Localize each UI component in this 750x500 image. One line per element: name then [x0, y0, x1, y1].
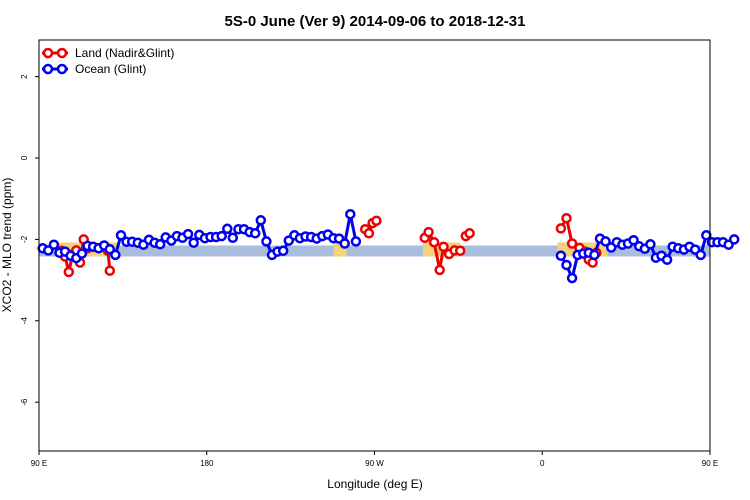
- ocean-point: [728, 234, 740, 245]
- chart-title: 5S-0 June (Ver 9) 2014-09-06 to 2018-12-…: [224, 13, 525, 30]
- land-point: [434, 264, 445, 276]
- land-point: [561, 212, 572, 224]
- x-tick-label: 90 E: [31, 459, 47, 468]
- ocean-point: [115, 230, 127, 241]
- ocean-point: [350, 236, 362, 247]
- land-point: [63, 266, 75, 278]
- ocean-point: [255, 215, 267, 226]
- ocean-point: [188, 237, 199, 248]
- ocean-point: [628, 234, 639, 246]
- land-point: [438, 241, 449, 252]
- legend-land-label: Land (Nadir&Glint): [75, 46, 174, 60]
- ocean-point: [695, 249, 706, 261]
- ocean-point: [110, 249, 121, 261]
- ocean-point: [600, 236, 611, 247]
- land-point: [104, 265, 116, 276]
- legend-ocean-marker: [56, 63, 68, 75]
- ocean-point: [589, 249, 600, 261]
- legend-ocean-label: Ocean (Glint): [75, 62, 146, 76]
- ocean-band: [39, 245, 710, 257]
- legend-land-marker: [42, 47, 54, 59]
- ocean-point: [249, 228, 261, 239]
- y-tick-label: -2: [20, 235, 29, 243]
- land-point: [428, 236, 440, 248]
- ocean-point: [227, 232, 239, 244]
- y-tick-label: 2: [20, 74, 29, 79]
- land-point: [371, 215, 382, 226]
- x-tick-label: 0: [540, 459, 545, 468]
- ocean-point: [645, 239, 656, 250]
- legend-land-marker: [56, 47, 68, 59]
- ocean-point: [339, 238, 350, 249]
- ocean-point: [48, 239, 60, 250]
- x-axis-label: Longitude (deg E): [327, 477, 422, 491]
- ocean-point: [555, 250, 567, 261]
- land-point: [423, 226, 434, 238]
- ocean-point: [154, 239, 166, 250]
- land-point: [566, 238, 578, 249]
- ocean-point: [661, 254, 673, 265]
- legend: Land (Nadir&Glint) Ocean (Glint): [42, 46, 174, 76]
- ocean-point: [345, 208, 356, 220]
- y-axis-label: XCO2 - MLO trend (ppm): [0, 178, 14, 313]
- ocean-point: [566, 272, 578, 284]
- series-layer: [37, 208, 740, 284]
- ocean-point: [216, 230, 227, 242]
- y-tick-label: -6: [20, 398, 29, 406]
- axis-layer: 90 E 180 90 W 0 90 E 2 0 -2 -4 -6: [20, 74, 718, 468]
- ocean-point: [76, 248, 88, 259]
- land-point: [555, 223, 567, 234]
- legend-ocean-marker: [42, 63, 54, 75]
- y-tick-label: 0: [20, 155, 29, 160]
- ocean-point: [277, 245, 289, 257]
- x-tick-label: 90 E: [702, 459, 718, 468]
- land-point: [454, 245, 466, 257]
- ocean-point: [261, 236, 272, 247]
- land-point: [464, 228, 475, 239]
- x-tick-label: 180: [200, 459, 214, 468]
- ocean-point: [561, 259, 572, 271]
- land-point: [363, 228, 375, 239]
- y-tick-label: -4: [20, 317, 29, 325]
- ocean-point: [182, 228, 194, 240]
- x-tick-label: 90 W: [365, 459, 384, 468]
- ocean-point: [222, 223, 233, 235]
